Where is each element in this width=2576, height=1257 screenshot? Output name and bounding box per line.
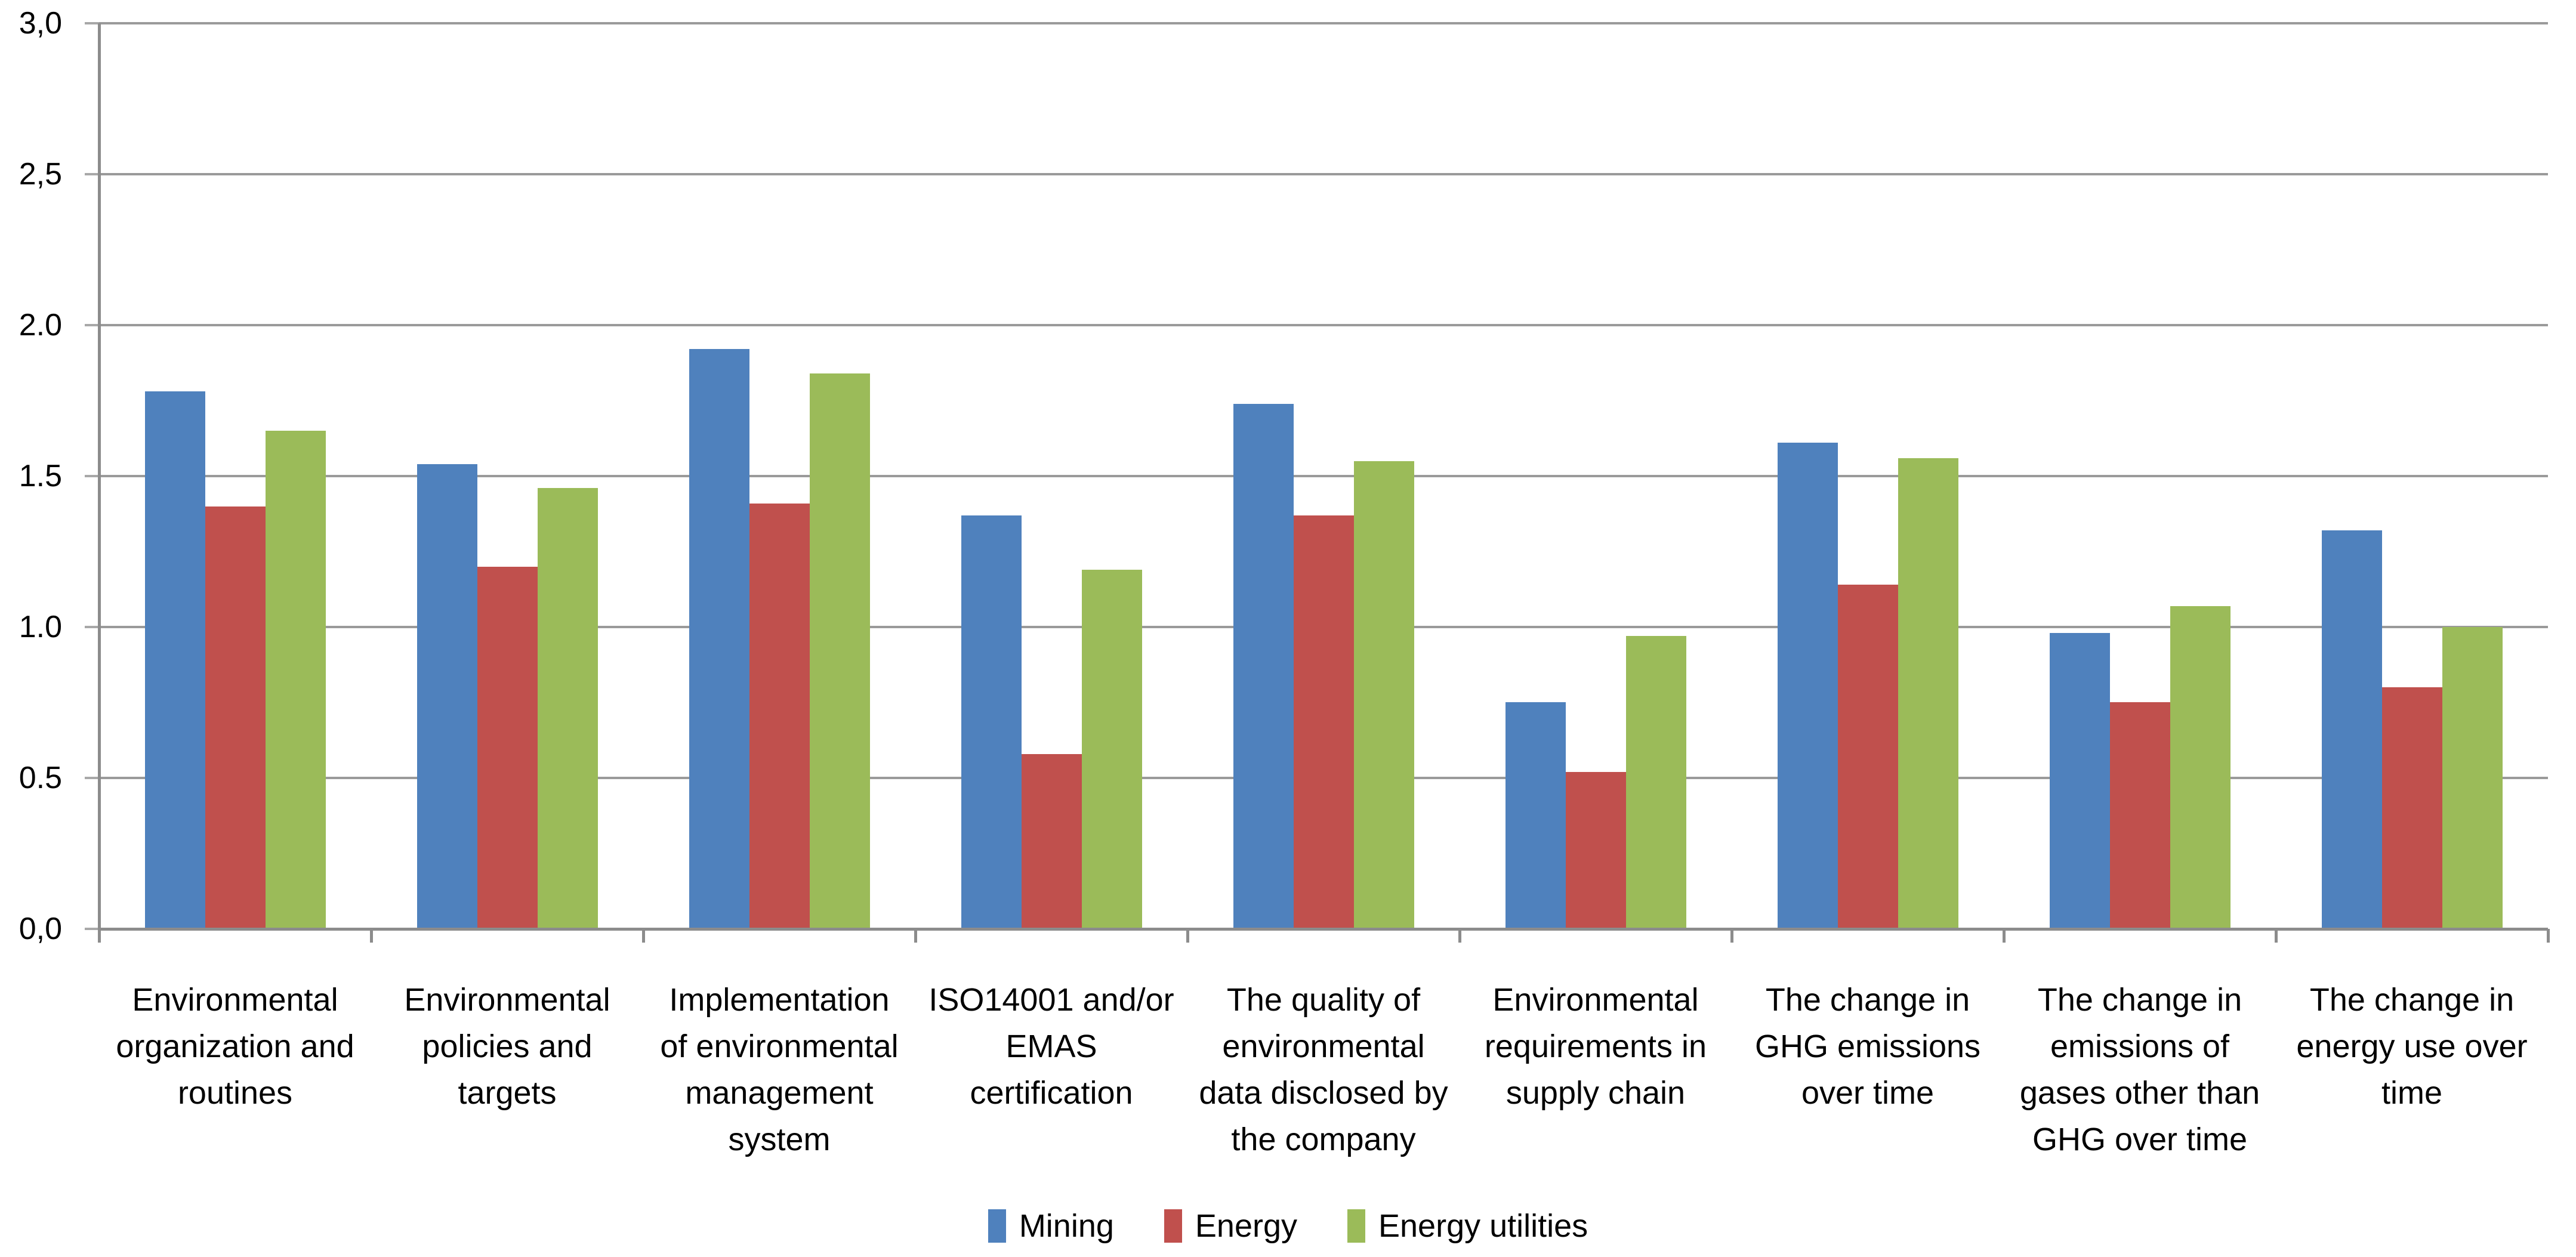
bar xyxy=(2170,606,2231,929)
legend-swatch xyxy=(1347,1209,1365,1243)
x-tick-mark xyxy=(1186,929,1189,943)
legend-item: Energy utilities xyxy=(1347,1203,1588,1249)
bar xyxy=(1233,404,1294,929)
bar xyxy=(2110,702,2170,929)
legend: Mining Energy Energy utilities xyxy=(0,1203,2576,1249)
legend-label: Energy xyxy=(1195,1208,1297,1244)
bar xyxy=(205,506,266,929)
legend-swatch xyxy=(988,1209,1006,1243)
y-tick-mark xyxy=(85,626,99,628)
legend-swatch xyxy=(1164,1209,1182,1243)
legend-item: Mining xyxy=(988,1203,1114,1249)
y-tick-mark xyxy=(85,928,99,930)
category-label: Environmental policies and targets xyxy=(404,982,610,1111)
y-tick-mark xyxy=(85,22,99,24)
bar xyxy=(1506,702,1566,929)
category-label: The change in emissions of gases other tha… xyxy=(2019,982,2260,1157)
bar xyxy=(477,567,538,929)
category-label: The change in GHG emissions over time xyxy=(1754,982,1981,1111)
bar xyxy=(2442,627,2503,929)
x-axis-line xyxy=(99,928,2548,931)
gridline xyxy=(99,324,2548,326)
y-axis-line xyxy=(98,23,101,929)
bar xyxy=(417,464,477,929)
bar xyxy=(2322,530,2382,929)
y-tick-mark xyxy=(85,173,99,175)
bar xyxy=(1626,636,1686,929)
category-label: The quality of environmental data disclose… xyxy=(1199,982,1448,1157)
y-tick-mark xyxy=(85,475,99,477)
bar xyxy=(1838,585,1898,929)
bar xyxy=(2382,687,2442,929)
bar xyxy=(1354,461,1414,929)
x-tick-mark xyxy=(914,929,917,943)
bar xyxy=(1566,772,1626,929)
x-tick-mark xyxy=(2003,929,2006,943)
x-tick-mark xyxy=(1730,929,1733,943)
category-label: ISO14001 and/or EMAS certification xyxy=(928,982,1174,1111)
legend-label: Mining xyxy=(1019,1208,1114,1244)
bar xyxy=(810,373,870,929)
bar xyxy=(961,515,1022,929)
category-label: Implementation of environmental management… xyxy=(660,982,899,1157)
y-tick-mark xyxy=(85,777,99,779)
y-tick-label: 1.0 xyxy=(18,610,62,644)
y-tick-label: 2.0 xyxy=(18,308,62,342)
bar xyxy=(266,431,326,929)
bar xyxy=(538,488,598,929)
category-label: Environmental organization and routines xyxy=(116,982,354,1111)
y-tick-mark xyxy=(85,324,99,326)
category-label: The change in energy use over time xyxy=(2296,982,2528,1111)
x-tick-mark xyxy=(642,929,645,943)
y-tick-label: 0,0 xyxy=(18,912,62,946)
bar xyxy=(1898,458,1958,929)
bar xyxy=(749,504,810,929)
y-tick-label: 0.5 xyxy=(18,761,62,795)
gridline xyxy=(99,22,2548,24)
y-tick-label: 1.5 xyxy=(18,459,62,493)
y-tick-label: 2,5 xyxy=(18,157,62,192)
x-tick-mark xyxy=(1458,929,1461,943)
gridline xyxy=(99,475,2548,477)
gridline xyxy=(99,173,2548,175)
x-tick-mark xyxy=(2547,929,2550,943)
x-tick-mark xyxy=(98,929,101,943)
bar xyxy=(145,391,205,929)
legend-label: Energy utilities xyxy=(1378,1208,1588,1244)
bar xyxy=(2050,633,2110,929)
legend-item: Energy xyxy=(1164,1203,1297,1249)
bar xyxy=(1082,570,1142,929)
bar xyxy=(1294,515,1354,929)
bar xyxy=(689,349,749,929)
category-label: Environmental requirements in supply chain xyxy=(1484,982,1707,1111)
bar xyxy=(1022,754,1082,929)
x-tick-mark xyxy=(370,929,373,943)
bar xyxy=(1778,443,1838,929)
x-tick-mark xyxy=(2275,929,2278,943)
y-tick-label: 3,0 xyxy=(18,6,62,41)
